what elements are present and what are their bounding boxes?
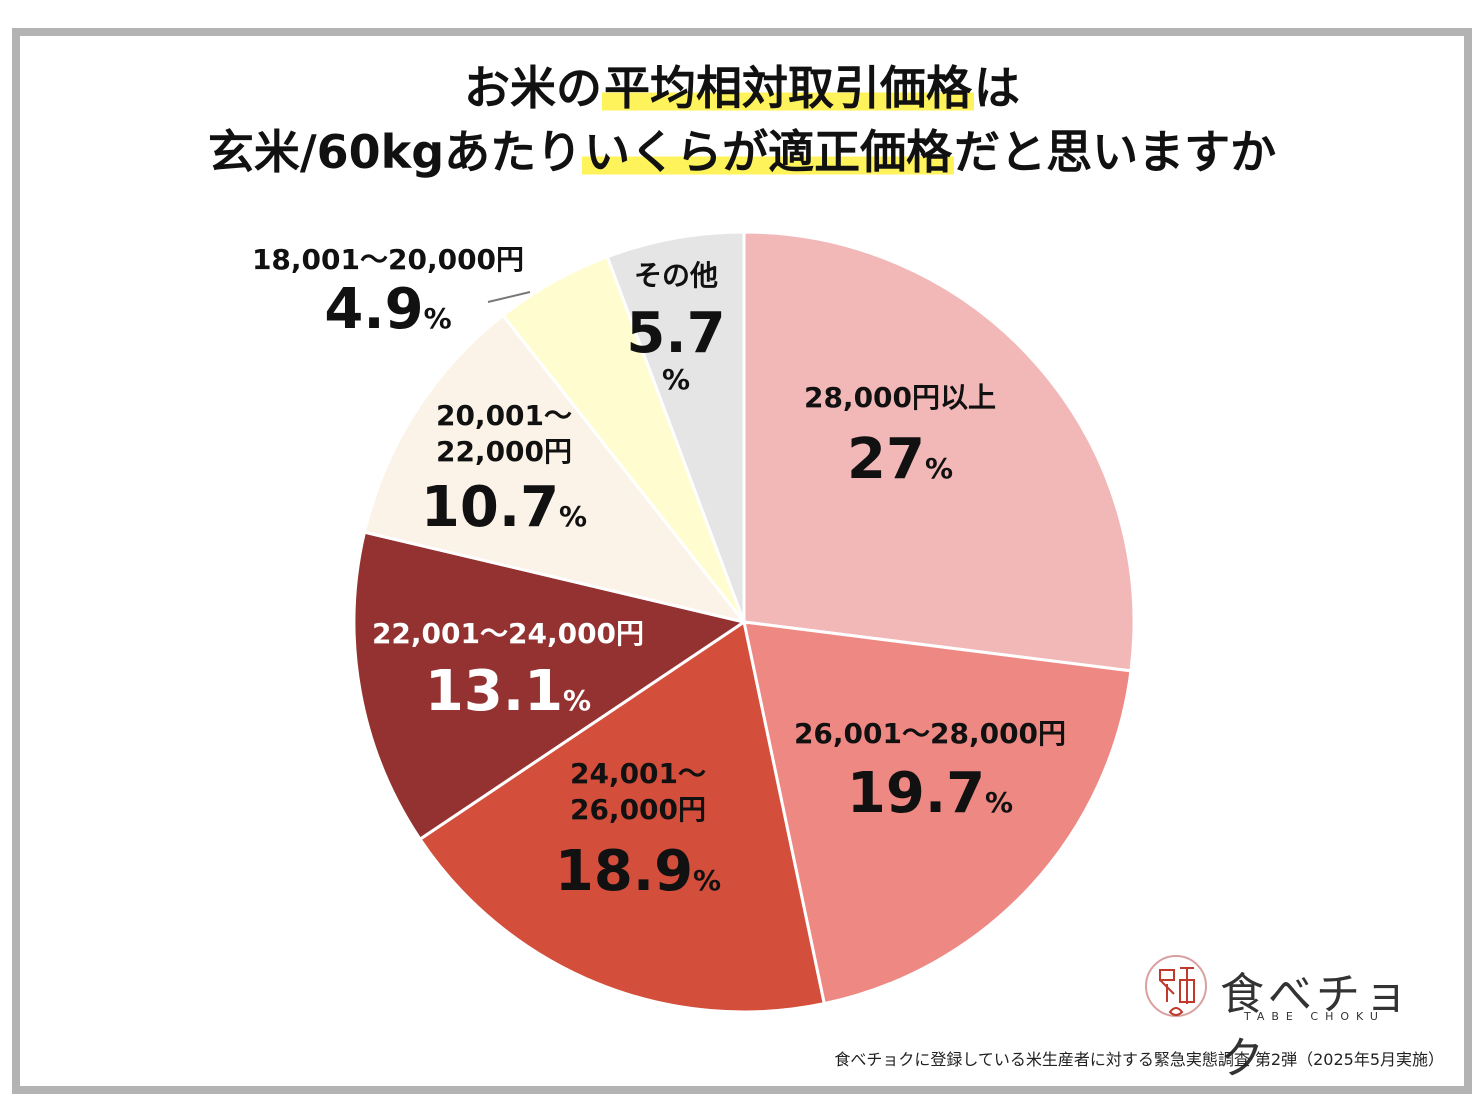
leader-line [487, 291, 531, 303]
slice-label-26001-28000: 26,001～28,000円 19.7% [794, 716, 1066, 835]
slice-percent-22001-24000: 13.1% [424, 659, 592, 724]
title-line2-post: だと思いますか [954, 125, 1277, 179]
pie-slice-1 [742, 620, 1133, 1006]
logo-mark-icon [1145, 955, 1207, 1017]
source-note: 食べチョクに登録している米生産者に対する緊急実態調査 第2弾（2025年5月実施… [834, 1050, 1444, 1069]
slice-label-18001-20000: 18,001～20,000円 4.9% [252, 242, 524, 351]
chart-title-line-2: 玄米/60kgあたりいくらが適正価格だと思いますか [0, 116, 1484, 182]
slice-label-24001-26000: 24,001～ 26,000円 18.9% [555, 756, 721, 913]
slice-percent-other-unit: % [661, 363, 691, 396]
slice-label-20001-22000: 20,001～ 22,000円 10.7% [421, 398, 587, 549]
slice-category-20001-22000-a: 20,001～ [435, 399, 573, 432]
slice-category-18001-20000: 18,001～20,000円 [251, 243, 525, 276]
pie-slice-3 [352, 530, 748, 842]
slice-category-other: その他 [633, 259, 719, 292]
slice-percent-24001-26000: 18.9% [554, 839, 722, 904]
title-line1-highlight: 平均相対取引価格 [602, 61, 974, 115]
slice-percent-28000-plus: 27% [847, 427, 953, 492]
slice-category-24001-26000-a: 24,001～ [569, 757, 707, 790]
title-line2-pre: 玄米/60kgあたり [207, 125, 583, 179]
slice-percent-26001-28000: 19.7% [846, 761, 1014, 826]
tabechoku-logo: 食べチョク TABE CHOKU [1140, 950, 1420, 1084]
logo-subtitle: TABE CHOKU [1244, 1010, 1385, 1023]
pie-slice-4 [362, 313, 748, 625]
title-line2-highlight: いくらが適正価格 [582, 125, 955, 179]
title-line1-pre: お米の [464, 61, 602, 115]
slice-label-other: その他 5.7 % [626, 258, 725, 398]
slice-label-28000-plus: 28,000円以上 27% [804, 380, 996, 501]
title-line1-post: は [974, 61, 1020, 115]
logo-name: 食べチョク [1220, 969, 1412, 1084]
slice-category-28000-plus: 28,000円以上 [803, 381, 997, 414]
slice-percent-18001-20000: 4.9% [324, 277, 452, 342]
pie-slice-2 [417, 619, 827, 1014]
pie-slice-0 [742, 230, 1136, 673]
slice-category-22001-24000: 22,001～24,000円 [371, 617, 645, 650]
slice-category-24001-26000-b: 26,000円 [569, 793, 707, 826]
slice-label-22001-24000: 22,001～24,000円 13.1% [372, 616, 644, 733]
pie-slice-6 [605, 230, 746, 623]
slice-category-20001-22000-b: 22,000円 [435, 435, 573, 468]
slice-percent-other: 5.7 [626, 301, 726, 366]
slice-percent-20001-22000: 10.7% [420, 475, 588, 540]
chart-title-line-1: お米の平均相対取引価格は [0, 52, 1484, 118]
slice-category-26001-28000: 26,001～28,000円 [793, 717, 1067, 750]
